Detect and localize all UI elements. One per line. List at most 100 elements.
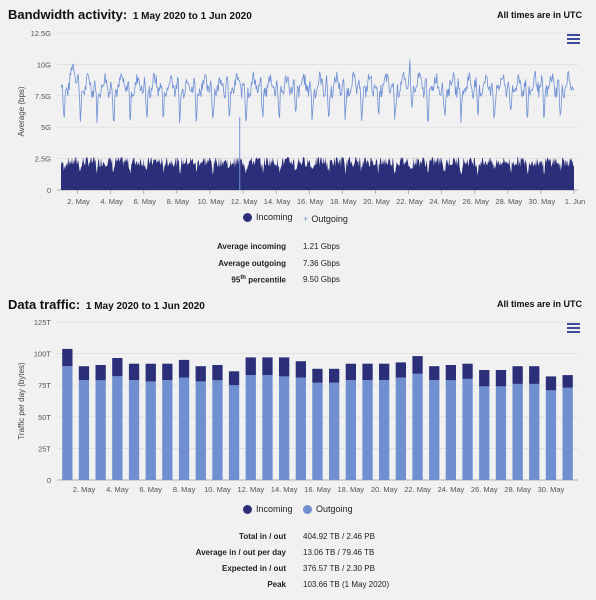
bar-incoming bbox=[145, 363, 156, 382]
x-tick-label: 20. May bbox=[371, 485, 398, 494]
bar-outgoing bbox=[62, 366, 73, 480]
bar-incoming bbox=[162, 363, 173, 381]
bar-incoming bbox=[479, 370, 490, 387]
x-tick-label: 28. May bbox=[495, 197, 522, 206]
traffic-stats: Total in / out 404.92 TB / 2.46 PB Avera… bbox=[195, 532, 390, 589]
bar-outgoing bbox=[479, 386, 490, 480]
x-tick-label: 26. May bbox=[471, 485, 498, 494]
bar-outgoing bbox=[379, 380, 390, 480]
bar-outgoing bbox=[145, 381, 156, 480]
bar-incoming bbox=[245, 357, 256, 376]
bandwidth-menu-icon[interactable] bbox=[567, 34, 580, 44]
bar-incoming bbox=[112, 358, 123, 377]
bar-outgoing bbox=[462, 378, 473, 480]
bar-incoming bbox=[228, 371, 240, 386]
outgoing-swatch-icon bbox=[303, 504, 313, 514]
bar-outgoing bbox=[212, 380, 223, 480]
bar-incoming bbox=[295, 361, 306, 378]
outgoing-line-icon: + bbox=[303, 213, 309, 224]
bandwidth-title: Bandwidth activity: 1 May 2020 to 1 Jun … bbox=[8, 7, 252, 22]
bar-outgoing bbox=[445, 380, 456, 480]
legend-item-incoming[interactable]: Incoming bbox=[243, 212, 293, 222]
x-tick-label: 20. May bbox=[363, 197, 390, 206]
traffic-utc-note: All times are in UTC bbox=[496, 299, 582, 309]
legend-item-outgoing[interactable]: + Outgoing bbox=[303, 213, 348, 224]
bar-incoming bbox=[562, 375, 573, 388]
bar-outgoing bbox=[312, 382, 323, 480]
bar-outgoing bbox=[329, 382, 340, 480]
traffic-menu-icon[interactable] bbox=[567, 323, 580, 333]
y-tick-label: 10G bbox=[37, 60, 51, 69]
y-tick-label: 50T bbox=[38, 413, 51, 422]
legend-item-outgoing-traffic[interactable]: Outgoing bbox=[303, 504, 353, 514]
bar-outgoing bbox=[78, 380, 90, 480]
traffic-date-range: 1 May 2020 to 1 Jun 2020 bbox=[85, 301, 205, 312]
bar-incoming bbox=[195, 366, 206, 382]
y-tick-label: 2.5G bbox=[35, 155, 51, 164]
x-tick-label: 8. May bbox=[173, 485, 196, 494]
x-tick-label: 14. May bbox=[271, 485, 298, 494]
x-tick-label: 1. Jun bbox=[565, 197, 585, 206]
bar-outgoing bbox=[228, 385, 240, 480]
outgoing-line bbox=[60, 59, 575, 124]
x-tick-label: 28. May bbox=[504, 485, 531, 494]
bar-incoming bbox=[262, 357, 273, 376]
x-tick-label: 24. May bbox=[429, 197, 456, 206]
bar-outgoing bbox=[295, 377, 306, 480]
bar-outgoing bbox=[245, 375, 256, 480]
bar-incoming bbox=[429, 366, 440, 381]
bar-outgoing bbox=[495, 386, 507, 480]
bar-outgoing bbox=[128, 380, 140, 480]
x-tick-label: 8. May bbox=[167, 197, 190, 206]
bar-outgoing bbox=[262, 375, 273, 480]
x-tick-label: 4. May bbox=[100, 197, 123, 206]
x-tick-label: 18. May bbox=[330, 197, 357, 206]
bar-outgoing bbox=[562, 387, 573, 480]
bandwidth-legend: Incoming + Outgoing bbox=[243, 212, 356, 224]
x-tick-label: 16. May bbox=[304, 485, 331, 494]
x-tick-label: 6. May bbox=[139, 485, 162, 494]
x-tick-label: 12. May bbox=[231, 197, 258, 206]
x-tick-label: 24. May bbox=[438, 485, 465, 494]
incoming-area bbox=[61, 157, 574, 190]
bar-outgoing bbox=[112, 376, 123, 480]
y-axis-label: Traffic per day (bytes) bbox=[17, 362, 26, 440]
x-tick-label: 14. May bbox=[264, 197, 291, 206]
bar-incoming bbox=[62, 348, 73, 367]
x-tick-label: 2. May bbox=[73, 485, 96, 494]
bar-incoming bbox=[412, 356, 423, 374]
legend-item-incoming-traffic[interactable]: Incoming bbox=[243, 504, 293, 514]
x-tick-label: 18. May bbox=[338, 485, 365, 494]
bar-incoming bbox=[529, 366, 540, 384]
y-tick-label: 5G bbox=[41, 123, 51, 132]
bar-incoming bbox=[445, 365, 456, 381]
bar-incoming bbox=[128, 363, 140, 381]
bar-incoming bbox=[95, 365, 106, 381]
bar-incoming bbox=[379, 363, 390, 381]
traffic-chart: 0 25T 50T 75T 100T 125T Traffic per day (bytes… bbox=[17, 318, 578, 494]
incoming-swatch-icon bbox=[243, 212, 252, 222]
bar-outgoing bbox=[95, 380, 106, 480]
traffic-title-text: Data traffic: bbox=[8, 297, 81, 312]
x-tick-label: 26. May bbox=[462, 197, 489, 206]
bar-outgoing bbox=[362, 380, 373, 480]
bar-outgoing bbox=[195, 381, 206, 480]
x-tick-label: 22. May bbox=[396, 197, 423, 206]
x-tick-label: 16. May bbox=[297, 197, 324, 206]
x-tick-label: 30. May bbox=[529, 197, 556, 206]
bandwidth-date-range: 1 May 2020 to 1 Jun 2020 bbox=[132, 11, 252, 22]
y-tick-label: 125T bbox=[34, 318, 52, 327]
bar-incoming bbox=[462, 363, 473, 379]
x-tick-label: 4. May bbox=[106, 485, 129, 494]
bar-incoming bbox=[362, 363, 373, 381]
bar-incoming bbox=[78, 366, 90, 381]
y-tick-label: 0 bbox=[47, 186, 51, 195]
bar-incoming bbox=[345, 363, 356, 381]
y-tick-label: 12.5G bbox=[31, 29, 52, 38]
y-tick-label: 25T bbox=[38, 444, 51, 453]
bar-outgoing bbox=[429, 380, 440, 480]
bar-outgoing bbox=[178, 377, 190, 480]
bandwidth-stats: Average incoming 1.21 Gbps Average outgo… bbox=[216, 242, 340, 285]
bar-outgoing bbox=[545, 390, 557, 480]
x-tick-label: 10. May bbox=[204, 485, 231, 494]
